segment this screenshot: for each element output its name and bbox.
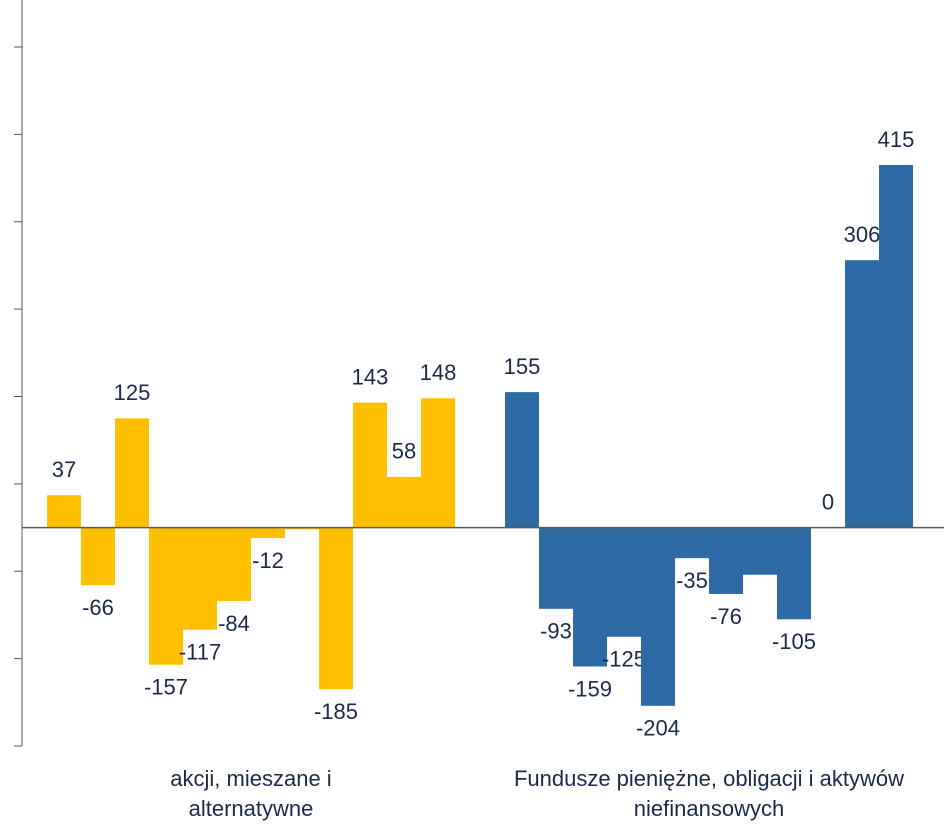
value-label: -204 [636, 716, 680, 741]
value-label: 37 [52, 457, 76, 482]
value-label: -93 [540, 619, 572, 644]
bar [353, 402, 387, 528]
bar [743, 527, 777, 575]
bar [709, 527, 743, 594]
bar [641, 527, 675, 706]
value-label: 415 [878, 127, 915, 152]
bar [505, 392, 539, 528]
value-label: -35 [676, 568, 708, 593]
bar [539, 527, 573, 609]
value-label: 148 [420, 360, 457, 385]
bar [251, 527, 285, 539]
value-label: 125 [114, 380, 151, 405]
bar [607, 527, 641, 637]
bar [777, 527, 811, 620]
value-label: 143 [352, 364, 389, 389]
bar [149, 527, 183, 665]
bar [675, 527, 709, 559]
bar [115, 418, 149, 528]
value-label: -105 [772, 629, 816, 654]
value-label: -76 [710, 604, 742, 629]
value-label: -185 [314, 699, 358, 724]
bar [81, 527, 115, 586]
value-label: -84 [218, 611, 250, 636]
bar [387, 476, 421, 528]
value-label: 0 [822, 489, 834, 514]
value-label: 155 [504, 354, 541, 379]
group-label: akcji, mieszane i alternatywne [170, 766, 332, 821]
value-label: -117 [179, 640, 221, 665]
value-label: 306 [844, 222, 881, 247]
bar [217, 527, 251, 601]
group-label: Fundusze pieniężne, obligacji i aktywów … [513, 766, 905, 821]
bar [573, 527, 607, 667]
value-label: -66 [82, 595, 114, 620]
value-label: -159 [568, 676, 612, 701]
value-label: -125 [602, 647, 646, 672]
bar [879, 164, 913, 528]
bar [47, 495, 81, 528]
bar [285, 527, 319, 530]
bar [421, 398, 455, 528]
value-label: 58 [392, 439, 416, 464]
bar [845, 260, 879, 528]
value-label: -157 [144, 675, 188, 700]
value-label: -12 [252, 548, 284, 573]
bar [183, 527, 217, 630]
bar [319, 527, 353, 690]
